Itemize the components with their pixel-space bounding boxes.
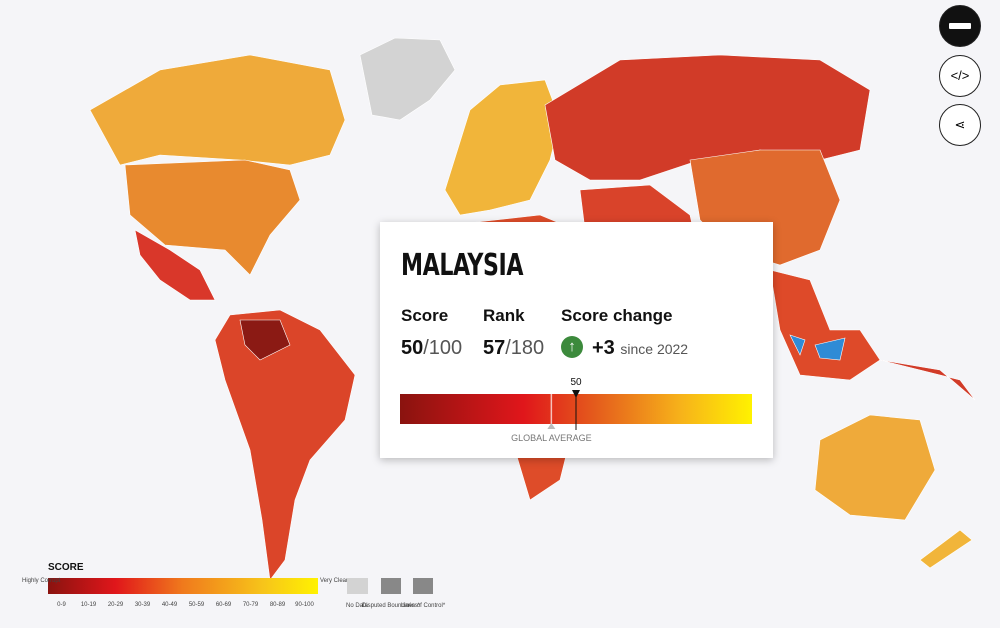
score-label: Score [401,306,449,325]
southeast-asia [769,269,881,381]
change-label: Score change [561,306,673,325]
greenland [359,37,456,121]
new-zealand [919,529,973,569]
rank-label: Rank [483,306,525,325]
malaysia [789,334,846,361]
venezuela [239,319,291,361]
papua [879,359,976,401]
australia [814,414,936,521]
score-gauge: GLOBAL AVERAGE 50 [400,377,752,443]
score-max: /100 [423,337,463,359]
country-name: MALAYSIA [401,248,524,283]
usa [124,159,301,276]
embed-button[interactable]: </> [939,55,981,97]
global-average-marker [547,423,556,429]
score-marker [572,390,580,398]
canada [89,54,346,166]
up-arrow: ↑ [561,336,583,358]
global-average-label: GLOBAL AVERAGE [511,433,592,443]
south-america [214,309,356,581]
score-marker-label: 50 [570,377,582,388]
rank: 57/180 [483,337,544,360]
country-popup: MALAYSIA Score Rank Score change 50/100 … [380,222,773,458]
change-since: since 2022 [620,341,689,357]
share-button[interactable]: ⋖ [939,104,981,146]
europe [444,79,561,216]
score: 50/100 [401,337,462,360]
mexico-central-america [134,229,216,301]
change-value: +3 [592,337,615,359]
change: +3 since 2022 [592,337,688,360]
zoom-button[interactable] [939,5,981,47]
rank-max: /180 [505,337,545,359]
rank-value: 57 [483,337,506,359]
score-value: 50 [401,337,424,359]
